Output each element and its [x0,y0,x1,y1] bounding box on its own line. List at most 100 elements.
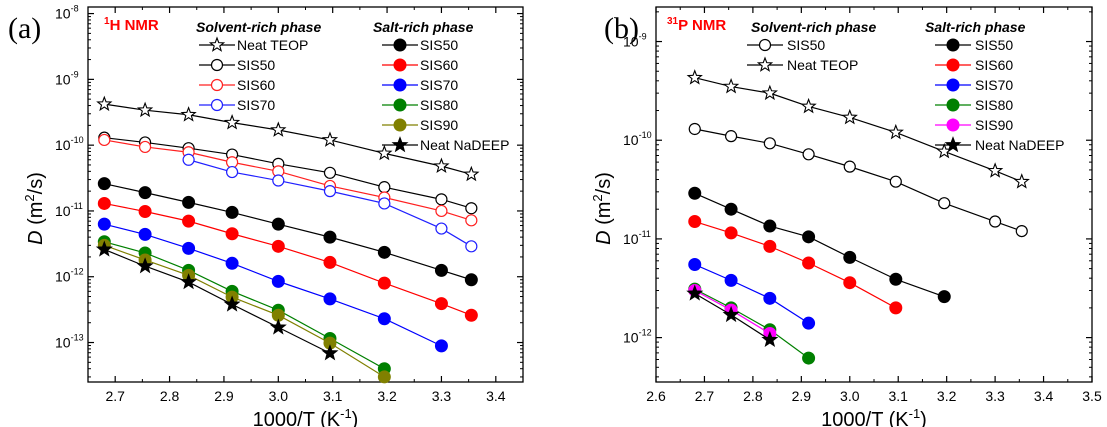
data-point [802,256,816,270]
y-tick-label: 10-8 [55,4,79,22]
x-tick-label: 2.9 [214,388,234,404]
series-neat-nadeep-filled [95,240,339,361]
data-point [938,197,951,210]
legend-label: SIS70 [975,77,1013,93]
legend-group: Salt-rich phase SIS50 SIS60 SIS70 SIS80 SIS90… [925,19,1064,153]
y-tick-label: 10-10 [623,130,652,148]
data-point [435,204,448,218]
data-point [98,133,111,147]
data-point [434,297,448,311]
data-point [377,276,391,290]
data-point [271,274,285,288]
data-point [986,162,1004,178]
data-point [1015,224,1028,238]
legend-marker [393,78,407,92]
data-point [722,77,740,94]
data-point [377,370,391,384]
legend-label: Neat NaDEEP [420,137,509,153]
legend-title: Solvent-rich phase [751,19,876,35]
legend-entry: SIS80 [382,97,458,113]
data-point [225,205,239,219]
legend-entry: SIS70 [935,77,1013,93]
x-tick-label: 2.8 [160,388,180,404]
data-point [465,240,478,253]
data-point [763,137,776,150]
legend-marker [946,78,960,92]
legend-entry: SIS80 [935,97,1013,113]
legend-label: Neat NaDEEP [975,137,1064,153]
x-tick-label: 3.0 [840,388,860,404]
data-point [724,226,738,240]
data-point [323,185,337,198]
series-line [694,77,1022,183]
series-sis50-filled [688,186,951,304]
y-tick-label: 10-12 [55,267,84,285]
data-point [138,186,152,200]
data-point [378,197,391,210]
data-point [800,97,817,114]
legend-marker [393,38,407,52]
x-tick-label: 3.1 [323,388,343,404]
x-tick-label: 2.6 [646,388,666,404]
legend-title: Solvent-rich phase [196,19,321,35]
data-point [97,196,111,210]
y-axis-title: D (m2/s) [590,172,615,245]
x-axis-title: 1000/T (K-1) [253,406,359,427]
data-point [802,148,815,161]
data-point [435,222,448,235]
legend-label: SIS50 [975,37,1013,53]
data-point [225,256,239,270]
nmr-title: 31P NMR [667,16,726,34]
data-point [889,175,902,188]
data-point [138,205,152,219]
legend-entry: SIS90 [935,117,1013,133]
data-point [182,214,196,228]
y-tick-label: 10-9 [623,32,647,50]
data-point [225,165,239,179]
y-axis-title-group: D (m2/s) [590,172,615,245]
data-point [321,344,339,361]
legend-label: SIS60 [420,57,458,73]
legend-marker [393,98,407,112]
data-point [136,101,154,118]
series-sis50-open [688,122,1028,238]
x-tick-label: 2.7 [105,388,125,404]
data-point [889,301,903,315]
nmr-title: 1H NMR [104,16,159,34]
legend-label: SIS50 [420,37,458,53]
legend-entry: Neat NaDEEP [382,136,509,153]
legend-label: SIS90 [420,117,458,133]
y-tick-label: 10-11 [623,229,651,247]
data-point [465,214,478,227]
x-tick-label: 2.9 [792,388,812,404]
data-point [761,84,778,101]
y-axis-title-group: D (m2/s) [22,172,47,245]
data-point [464,308,478,322]
legend-marker [946,38,960,52]
data-point [724,202,738,216]
data-point [802,351,816,365]
data-point [761,330,779,348]
data-point [271,217,285,231]
x-tick-label: 2.8 [743,388,763,404]
legend-label: Neat TEOP [787,57,858,73]
data-point [435,193,448,206]
legend-label: SIS60 [975,57,1013,73]
data-point [272,174,285,187]
legend-label: SIS90 [975,117,1013,133]
x-tick-label: 3.1 [888,388,908,404]
legend-label: SIS70 [237,97,275,113]
series-sis70-open [182,153,478,253]
series-line [104,248,331,354]
legend-marker [391,136,409,153]
series-line [694,128,1022,232]
x-tick-label: 3.5 [1082,388,1102,404]
data-point [724,130,738,143]
legend-marker [210,58,224,72]
legend-label: SIS60 [237,77,275,93]
data-point [270,121,287,137]
data-point [802,230,816,244]
panel-label: (b) [604,12,639,45]
data-point [686,284,704,301]
